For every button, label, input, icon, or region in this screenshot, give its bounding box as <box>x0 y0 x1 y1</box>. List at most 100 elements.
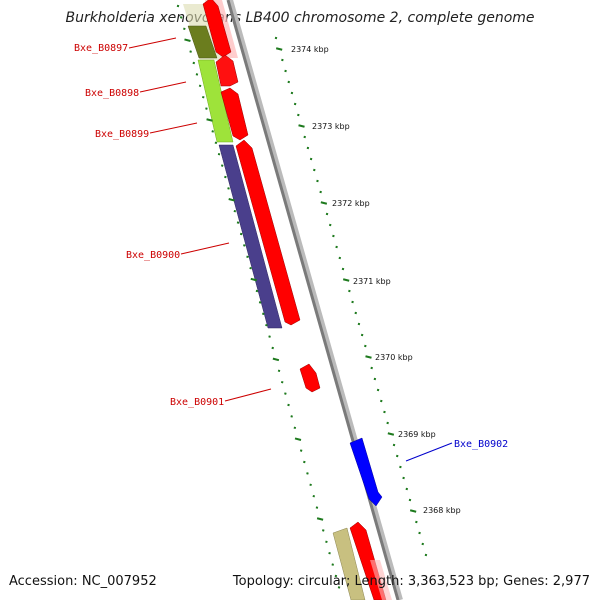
scale-labels: 2374 kbp 2373 kbp 2372 kbp 2371 kbp 2370 kbp… <box>291 45 461 515</box>
tick-mark <box>293 426 297 430</box>
scale-tick <box>275 47 283 51</box>
tick-mark <box>198 84 202 88</box>
tick-mark <box>268 335 271 338</box>
tick-mark <box>287 403 290 407</box>
scale-label: 2371 kbp <box>353 277 391 286</box>
tick-mark <box>315 506 319 509</box>
scale-tick <box>424 553 428 557</box>
gene-block-bxe-b0897[interactable] <box>187 25 218 59</box>
gene-arrow-bxe-b0900[interactable] <box>235 139 301 326</box>
tick-mark <box>195 73 199 76</box>
scale-tick <box>297 113 300 117</box>
scale-tick <box>348 289 351 293</box>
tick-mark <box>306 472 309 475</box>
gene-label-bxe-b0902[interactable]: Bxe_B0902 <box>454 439 508 450</box>
scale-tick <box>386 421 389 425</box>
accession-text: Accession: NC_007952 <box>9 574 157 589</box>
tick-mark <box>192 61 196 65</box>
scale-tick <box>320 201 328 205</box>
gene-arrow-bxe-b0902[interactable] <box>349 437 383 507</box>
tick-mark <box>189 50 192 53</box>
tick-mark <box>262 312 265 316</box>
scale-tick <box>408 498 412 502</box>
scale-tick <box>342 278 350 282</box>
tick-mark <box>265 323 268 327</box>
gene-block-bxe-b0900[interactable] <box>218 144 283 329</box>
genome-axis <box>226 0 400 600</box>
scale-tick <box>380 399 383 403</box>
tick-mark <box>184 38 191 42</box>
scale-tick <box>316 179 319 183</box>
gene-label-bxe-b0897[interactable]: Bxe_B0897 <box>74 43 128 54</box>
scale-tick <box>290 91 294 95</box>
tick-mark <box>239 232 243 236</box>
scale-tick <box>328 223 332 227</box>
scale-label: 2370 kbp <box>375 353 413 362</box>
tick-mark <box>206 118 213 122</box>
tick-mark <box>272 357 280 362</box>
tick-mark <box>236 221 240 224</box>
scale-tick <box>383 410 386 414</box>
tick-mark <box>250 277 258 282</box>
tick-mark <box>334 574 338 578</box>
gene-arrow-bxe-b0901[interactable] <box>299 363 321 393</box>
scale-tick <box>338 256 342 260</box>
gene-leader-line <box>128 37 177 49</box>
tick-mark <box>316 517 324 521</box>
scale-tick <box>354 311 358 315</box>
tick-mark <box>227 187 230 190</box>
tick-mark <box>249 266 252 270</box>
gene-arrow-bxe-b0897[interactable] <box>202 0 232 58</box>
scale-label: 2368 kbp <box>423 506 461 515</box>
scale-tick <box>370 366 373 370</box>
gene-arrow-bxe-b0899[interactable] <box>220 87 249 141</box>
gene-label-bxe-b0901[interactable]: Bxe_B0901 <box>170 397 224 408</box>
tick-mark <box>325 540 328 544</box>
gene-label-bxe-b0900[interactable]: Bxe_B0900 <box>126 250 180 261</box>
gene-block-bxe-b0898[interactable] <box>197 59 234 143</box>
scale-tick <box>364 344 367 348</box>
feature-band-bottom <box>332 527 366 600</box>
scale-tick <box>319 190 322 194</box>
tick-mark <box>290 415 293 418</box>
scale-tick <box>325 212 329 216</box>
scale-tick <box>335 245 338 249</box>
scale-tick <box>287 80 291 84</box>
tick-mark <box>309 483 312 487</box>
tick-mark <box>183 27 186 31</box>
gene-label-bxe-b0899[interactable]: Bxe_B0899 <box>95 129 149 140</box>
tick-mark <box>328 551 331 555</box>
scale-tick <box>415 520 418 524</box>
scale-label: 2373 kbp <box>312 122 350 131</box>
scale-tick <box>405 487 409 491</box>
scale-label: 2372 kbp <box>332 199 370 208</box>
tick-mark <box>243 244 246 247</box>
tick-mark <box>322 529 325 532</box>
tick-mark <box>303 460 306 464</box>
tick-track-left <box>176 4 341 589</box>
scale-tick <box>313 168 316 172</box>
tick-mark <box>255 289 259 293</box>
tick-mark <box>211 130 214 133</box>
tick-mark <box>220 164 224 167</box>
scale-tick <box>421 542 424 546</box>
tick-mark <box>271 346 274 350</box>
tick-track-right <box>274 36 428 557</box>
tick-mark <box>337 586 341 589</box>
gene-label-bxe-b0898[interactable]: Bxe_B0898 <box>85 88 139 99</box>
gene-arrow-bxe-b0898[interactable] <box>215 54 239 87</box>
tick-mark <box>258 301 262 304</box>
scale-tick <box>360 333 364 337</box>
map-title: Burkholderia xenovorans LB400 chromosome… <box>65 10 535 26</box>
gene-labels: Bxe_B0897 Bxe_B0898 Bxe_B0899 Bxe_B0900 Bxe_… <box>74 37 508 462</box>
tick-mark <box>224 175 227 179</box>
tick-mark <box>312 494 316 498</box>
tick-mark <box>277 369 281 373</box>
tick-mark <box>246 255 249 259</box>
tick-mark <box>280 380 284 384</box>
scale-tick <box>341 267 345 271</box>
scale-tick <box>306 146 310 150</box>
feature-band-forward-bottom <box>370 560 392 600</box>
tick-mark <box>179 16 183 19</box>
